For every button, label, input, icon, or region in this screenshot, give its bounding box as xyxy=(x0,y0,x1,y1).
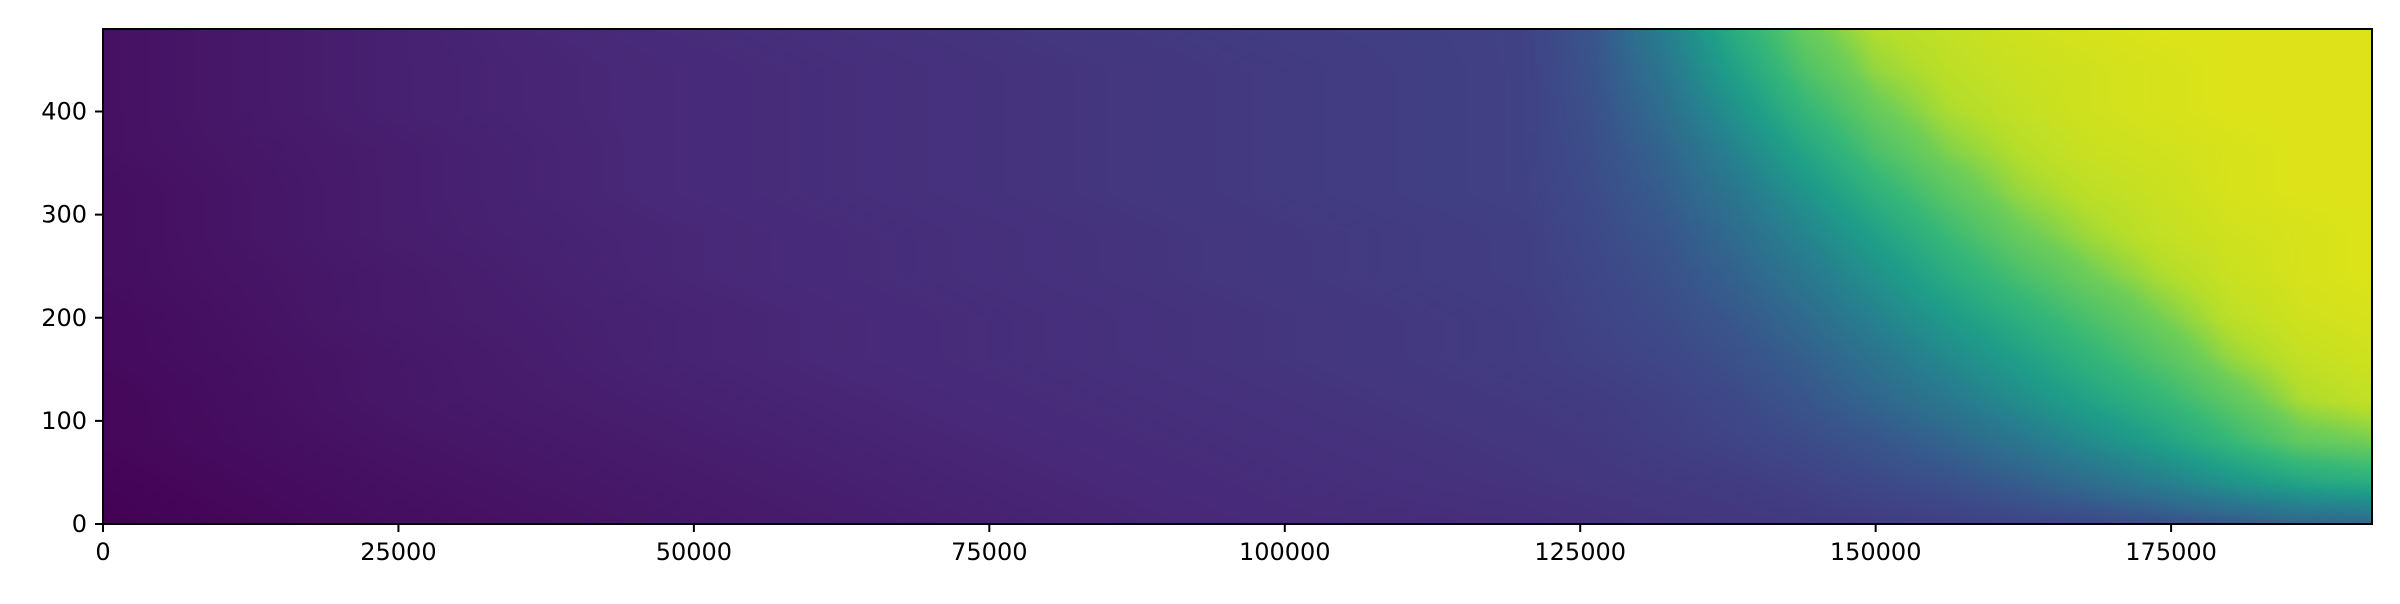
x-tick-label: 100000 xyxy=(1239,538,1331,566)
x-tick-label: 150000 xyxy=(1830,538,1922,566)
y-tick-label: 100 xyxy=(41,407,87,435)
y-tick-label: 200 xyxy=(41,304,87,332)
y-tick-label: 400 xyxy=(41,98,87,126)
x-tick-label: 50000 xyxy=(656,538,732,566)
plot-frame xyxy=(102,28,2373,525)
heatmap-image xyxy=(103,29,2372,524)
y-tick-label: 0 xyxy=(72,510,87,538)
x-tick-label: 75000 xyxy=(951,538,1027,566)
y-tick-label: 300 xyxy=(41,201,87,229)
x-tick-label: 25000 xyxy=(360,538,436,566)
heatmap-layer xyxy=(103,29,2372,524)
axes-layer: 0 25000 50000 75000 100000 125000 150000 175000… xyxy=(41,28,2373,566)
x-tick-label: 125000 xyxy=(1534,538,1626,566)
x-tick-label: 175000 xyxy=(2125,538,2217,566)
x-tick-label: 0 xyxy=(95,538,110,566)
